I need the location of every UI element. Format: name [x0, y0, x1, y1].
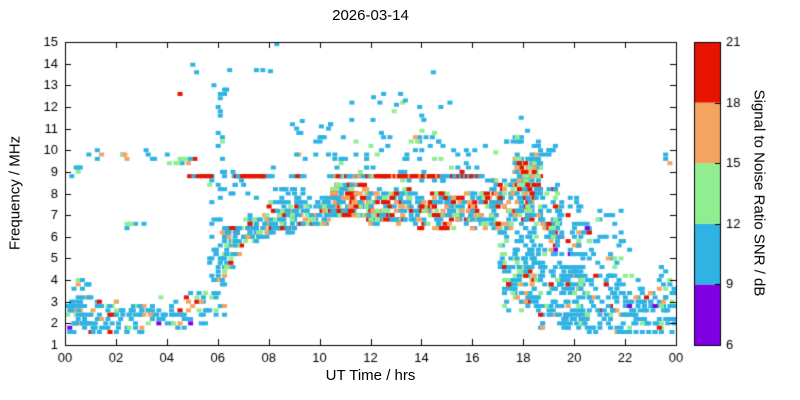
- x-axis-label: UT Time / hrs: [325, 367, 416, 384]
- chart-title: 2026-03-14: [332, 7, 409, 24]
- y-axis-label: Frequency / MHz: [6, 135, 24, 251]
- colorbar-label: Signal to Noise Ratio SNR / dB: [750, 89, 768, 297]
